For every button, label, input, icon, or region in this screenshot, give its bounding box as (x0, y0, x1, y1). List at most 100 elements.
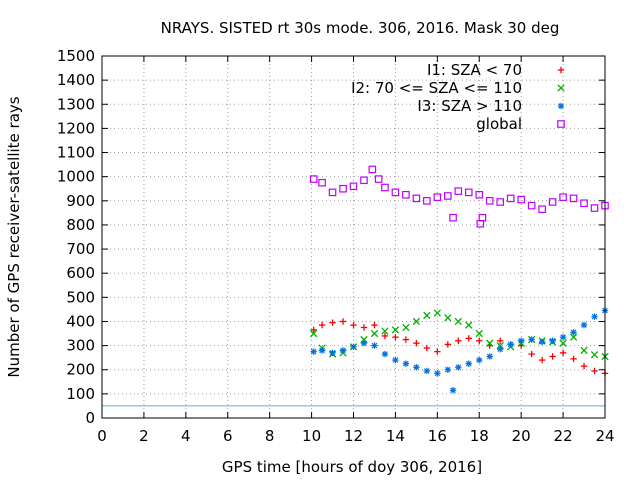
marker-stroke (557, 84, 565, 92)
y-tick-labels: 0 100 200 300 400 500 600 700 800 900 1000 1100 1200… (57, 47, 95, 427)
series-3 (309, 165, 609, 228)
data-point (350, 343, 357, 351)
data-point (549, 353, 556, 360)
marker-stroke (360, 176, 368, 185)
marker-stroke (424, 368, 430, 374)
x-tick-labels: 0 2 4 6 8 10 12 14 16 18 20 22 24 (97, 427, 614, 445)
marker-stroke (382, 351, 388, 357)
data-point (423, 311, 431, 320)
marker-stroke (558, 103, 564, 109)
x-tick-label: 10 (302, 427, 321, 445)
marker-stroke (497, 346, 504, 353)
grid (102, 56, 605, 418)
data-point (449, 213, 457, 222)
marker-stroke (350, 343, 357, 350)
data-point (580, 199, 588, 208)
x-tick-label: 8 (265, 427, 275, 445)
data-point (360, 324, 368, 331)
data-point (590, 204, 599, 212)
data-point (402, 336, 410, 343)
data-point (350, 321, 357, 329)
data-point (559, 339, 567, 347)
y-tick-label: 400 (66, 312, 95, 330)
y-tick-label: 1500 (57, 47, 95, 65)
marker-stroke (506, 194, 515, 203)
data-point (449, 387, 457, 394)
data-point (580, 362, 588, 370)
y-tick-label: 100 (66, 385, 95, 403)
x-tick-label: 12 (344, 427, 363, 445)
data-point (538, 338, 546, 346)
x-tick-label: 20 (512, 427, 531, 445)
data-point (580, 346, 588, 355)
marker-stroke (570, 329, 577, 336)
legend-label-i1: I1: SZA < 70 (427, 61, 522, 79)
marker-stroke (478, 213, 487, 222)
data-point (455, 337, 462, 344)
data-point (402, 190, 410, 199)
data-point (339, 347, 347, 354)
marker-stroke (381, 183, 389, 192)
data-point (548, 198, 557, 206)
marker-stroke (465, 360, 472, 367)
y-tick-label: 1100 (57, 144, 95, 162)
x-tick-label: 14 (386, 427, 405, 445)
data-point (570, 355, 577, 363)
data-point (464, 188, 473, 197)
data-point (360, 339, 368, 347)
marker-stroke (413, 364, 420, 371)
marker-stroke (361, 340, 367, 347)
marker-stroke (450, 387, 456, 394)
marker-stroke (412, 317, 421, 326)
chart-title: NRAYS. SISTED rt 30s mode. 306, 2016. Ma… (161, 19, 560, 37)
marker-stroke (329, 350, 336, 356)
marker-stroke (374, 175, 383, 183)
marker-stroke (339, 184, 347, 193)
marker-stroke (391, 188, 400, 197)
data-point (412, 317, 421, 326)
marker-stroke (486, 339, 494, 347)
y-tick-label: 900 (66, 192, 95, 210)
marker-stroke (569, 333, 578, 341)
data-point (475, 329, 483, 338)
data-point (465, 360, 472, 367)
data-point (310, 326, 317, 334)
x-tick-label: 18 (470, 427, 489, 445)
marker-stroke (475, 329, 483, 338)
marker-stroke (527, 201, 536, 210)
data-point (569, 194, 578, 203)
data-point (433, 193, 442, 201)
marker-stroke (517, 195, 525, 204)
data-point (591, 313, 598, 320)
marker-stroke (464, 188, 473, 197)
data-point (371, 321, 378, 329)
data-point (370, 329, 379, 338)
y-tick-label: 700 (66, 240, 95, 258)
data-point (423, 367, 431, 375)
legend-label-global: global (476, 115, 522, 133)
data-point (381, 327, 389, 335)
data-point (478, 213, 487, 222)
marker-stroke (392, 357, 399, 363)
y-tick-label: 200 (66, 361, 95, 379)
data-point (528, 350, 535, 358)
data-point (360, 176, 368, 185)
data-point (423, 197, 431, 205)
marker-stroke (309, 175, 318, 183)
data-point (392, 356, 399, 364)
marker-stroke (381, 327, 389, 335)
marker-stroke (538, 205, 546, 214)
marker-stroke (340, 347, 346, 354)
legend-marker-3 (557, 120, 565, 128)
marker-stroke (590, 204, 599, 212)
marker-stroke (569, 194, 578, 203)
data-point (476, 356, 483, 364)
marker-stroke (433, 309, 441, 317)
marker-stroke (580, 199, 588, 208)
marker-stroke (476, 357, 483, 363)
legend-marker-1 (557, 84, 565, 92)
data-point (329, 319, 336, 326)
data-point (538, 356, 546, 364)
data-point (476, 337, 483, 344)
marker-stroke (560, 334, 566, 340)
